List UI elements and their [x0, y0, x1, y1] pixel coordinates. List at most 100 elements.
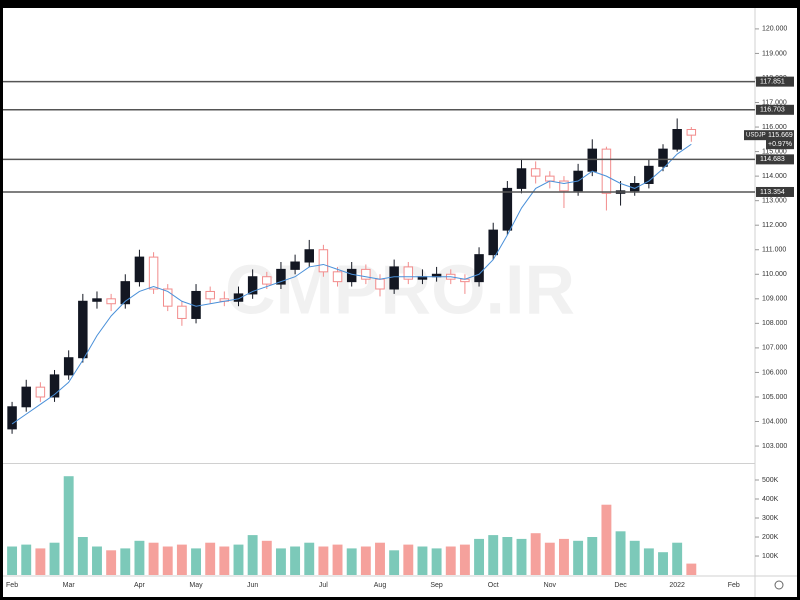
candle-body [318, 249, 329, 273]
volume-bar [7, 546, 18, 575]
volume-bar [643, 548, 654, 575]
x-tick-label: Jun [247, 582, 258, 589]
candle-body [686, 129, 697, 136]
candle-body [177, 305, 187, 319]
x-tick-label: Sep [430, 582, 443, 589]
candle-body [106, 298, 116, 305]
candle-body [672, 129, 682, 150]
candle-body [7, 406, 17, 430]
level-label-bg [756, 104, 794, 115]
y-tick-label: 113.000 [762, 198, 787, 205]
x-tick-label: May [189, 582, 203, 589]
volume-bar [318, 546, 329, 575]
volume-tick-label: 500K [762, 477, 779, 484]
x-tick-label: Apr [134, 582, 146, 589]
y-tick-label: 120.000 [762, 26, 787, 33]
y-tick-label: 117.000 [762, 99, 787, 106]
volume-bar [304, 542, 315, 575]
y-tick-label: 104.000 [762, 418, 787, 425]
volume-bar [544, 542, 555, 575]
candle-body [644, 165, 654, 184]
level-label: 117.851 [760, 78, 785, 85]
volume-tick-label: 200K [762, 534, 779, 541]
volume-bar [403, 544, 414, 575]
volume-bar [459, 544, 470, 575]
level-label: 114.683 [760, 156, 785, 163]
volume-bar [488, 535, 499, 575]
volume-bar [516, 538, 527, 575]
candle-body [205, 290, 215, 300]
volume-tick-label: 300K [762, 515, 779, 522]
level-label-bg [756, 154, 794, 165]
candle-body [148, 256, 159, 290]
volume-bar [389, 550, 400, 575]
candle-body [658, 148, 668, 167]
x-tick-label: Feb [728, 582, 740, 589]
candle-body [233, 293, 244, 302]
symbol-label: USDJPY [746, 133, 770, 139]
candle-body [290, 261, 300, 270]
x-tick-label: Oct [488, 582, 499, 589]
volume-bar [672, 542, 683, 575]
candle-body [530, 168, 541, 177]
level-label-bg [756, 76, 794, 87]
volume-bar [275, 548, 286, 575]
candle-body [559, 180, 569, 192]
candle-body [502, 187, 513, 231]
volume-bar [134, 540, 145, 575]
candle-body [375, 278, 385, 290]
candle-body [276, 268, 286, 285]
volume-bar [346, 548, 357, 575]
y-tick-label: 114.000 [762, 173, 787, 180]
candle-body [262, 276, 272, 285]
candle-body [403, 266, 414, 280]
volume-bar [587, 537, 598, 575]
x-tick-label: 2022 [669, 582, 685, 589]
volume-bar [247, 535, 258, 575]
symbol-label-bg [744, 130, 766, 141]
candle-body [21, 386, 31, 408]
volume-bar [629, 540, 640, 575]
volume-tick-label: 400K [762, 496, 779, 503]
volume-bar [162, 546, 173, 575]
volume-bar [63, 476, 74, 575]
volume-bar [219, 546, 230, 575]
candle-body [587, 148, 598, 172]
candle-body [361, 268, 371, 280]
y-tick-label: 110.000 [762, 271, 787, 278]
x-tick-label: Feb [6, 582, 18, 589]
volume-bar [431, 548, 442, 575]
candle-body [49, 374, 60, 398]
volume-bar [120, 548, 131, 575]
candle-body [92, 298, 102, 302]
y-tick-label: 116.000 [762, 124, 787, 131]
y-tick-label: 119.000 [762, 50, 787, 57]
candle-body [516, 168, 527, 189]
volume-bar [658, 552, 668, 575]
volume-bar [35, 548, 46, 575]
level-label: 116.703 [760, 107, 785, 114]
candle-body [332, 271, 343, 283]
last-price-label: 115.669 [768, 132, 793, 139]
candle-body [162, 288, 173, 307]
candle-body [488, 229, 498, 256]
volume-bar [559, 538, 569, 575]
volume-bar [261, 540, 272, 575]
volume-bar [332, 544, 343, 575]
last-price-bg [766, 130, 794, 150]
x-tick-label: Dec [614, 582, 627, 589]
y-tick-label: 106.000 [762, 369, 787, 376]
volume-bar [573, 540, 584, 575]
volume-bar [92, 546, 102, 575]
y-tick-label: 108.000 [762, 320, 787, 327]
x-tick-label: Jul [319, 582, 328, 589]
volume-bar [205, 542, 216, 575]
settings-icon[interactable] [774, 580, 784, 590]
volume-bar [148, 542, 159, 575]
candle-body [134, 256, 145, 283]
moving-average [11, 143, 692, 425]
volume-bar [290, 546, 301, 575]
candle-body [304, 249, 314, 263]
candle-body [545, 175, 555, 182]
